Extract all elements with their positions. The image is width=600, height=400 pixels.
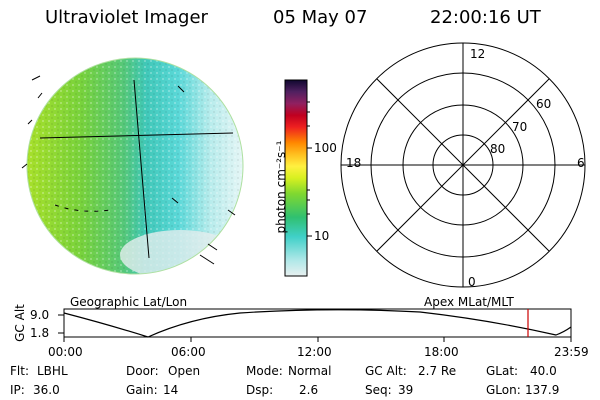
gcalt-label: GC Alt:: [365, 364, 407, 378]
colorbar-tick-100: 100: [314, 141, 337, 155]
door-value: Open: [168, 364, 201, 378]
uv-image-disk: [26, 57, 244, 275]
mlat-label-60: 60: [536, 97, 552, 111]
flt-label: Flt:: [10, 364, 29, 378]
time-tick-0600: 06:00: [171, 345, 206, 359]
glat-value: 40.0: [530, 364, 557, 378]
mlt-label-12: 12: [470, 47, 486, 61]
mode-label: Mode:: [246, 364, 283, 378]
mlt-label-18: 18: [346, 156, 362, 170]
seq-label: Seq:: [365, 383, 392, 397]
colorbar-unit-label: photon cm⁻²s⁻¹: [274, 140, 288, 234]
dsp-value: 2.6: [299, 383, 319, 397]
altitude-ytick-9: 9.0: [30, 308, 50, 322]
ip-value: 36.0: [33, 383, 60, 397]
glon-value: 137.9: [525, 383, 560, 397]
geographic-label: Geographic Lat/Lon: [70, 295, 188, 309]
door-label: Door:: [126, 364, 159, 378]
glat-label: GLat:: [486, 364, 519, 378]
mlt-label-6: 6: [577, 156, 585, 170]
date-label: 05 May 07: [273, 7, 368, 28]
ip-label: IP:: [10, 383, 25, 397]
altitude-ytick-1-8: 1.8: [30, 326, 50, 340]
polar-mlat-mlt-plot: [340, 42, 586, 288]
time-label: 22:00:16 UT: [430, 7, 541, 28]
color-scale-bar: [284, 79, 312, 277]
geographic-grid: [21, 75, 236, 265]
flt-value: LBHL: [37, 364, 68, 378]
mlat-label-70: 70: [512, 120, 528, 134]
mlt-label-0: 0: [468, 275, 476, 289]
apex-label: Apex MLat/MLT: [424, 295, 514, 309]
instrument-title: Ultraviolet Imager: [45, 7, 208, 28]
seq-value: 39: [398, 383, 414, 397]
gain-value: 14: [163, 383, 179, 397]
glon-label: GLon:: [486, 383, 521, 397]
gain-label: Gain:: [126, 383, 158, 397]
colorbar-tick-10: 10: [314, 229, 330, 243]
altitude-timeline-plot: [58, 308, 572, 342]
time-tick-1200: 12:00: [297, 345, 332, 359]
mode-value: Normal: [288, 364, 332, 378]
time-tick-2359: 23:59: [554, 345, 589, 359]
time-tick-0000: 00:00: [48, 345, 83, 359]
gcalt-value: 2.7 Re: [418, 364, 457, 378]
altitude-ylabel: GC Alt: [13, 304, 27, 342]
time-tick-1800: 18:00: [424, 345, 459, 359]
dsp-label: Dsp:: [246, 383, 274, 397]
mlat-label-80: 80: [490, 142, 506, 156]
